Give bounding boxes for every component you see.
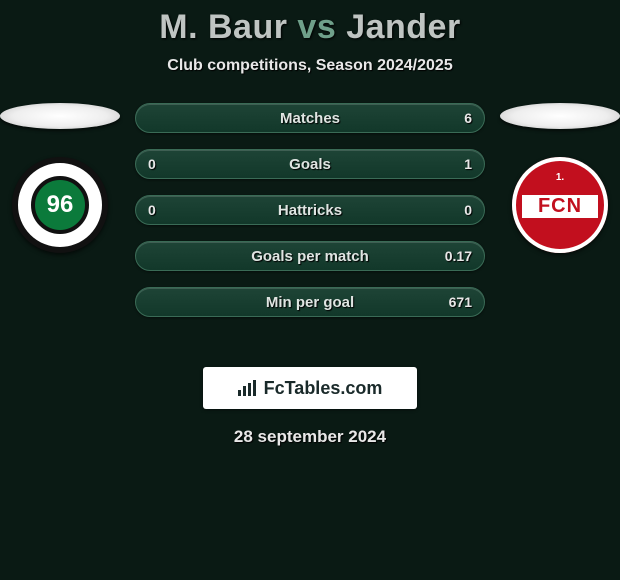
stat-row: Goals per match 0.17 — [135, 241, 485, 271]
disc-icon — [0, 103, 120, 129]
stat-right-value: 0 — [464, 196, 472, 224]
stat-right-value: 0.17 — [445, 242, 472, 270]
date-label: 28 september 2024 — [0, 427, 620, 447]
stat-row: 0 Goals 1 — [135, 149, 485, 179]
branding-text: FcTables.com — [264, 378, 383, 399]
player2-name: Jander — [346, 8, 461, 46]
vs-label: vs — [297, 8, 336, 46]
subtitle: Club competitions, Season 2024/2025 — [0, 57, 620, 75]
stat-label: Matches — [280, 110, 340, 127]
bar-chart-icon — [238, 380, 258, 396]
stat-right-value: 671 — [449, 288, 472, 316]
stat-right-value: 1 — [464, 150, 472, 178]
page-title: M. Baur vs Jander — [0, 0, 620, 47]
club-left-badge-text: 96 — [31, 176, 90, 235]
club-left-crest: 96 — [12, 157, 108, 253]
branding-link[interactable]: FcTables.com — [203, 367, 417, 409]
stats-arena: 96 1. FCN Matches 6 0 Goals 1 0 Hat — [0, 103, 620, 353]
stat-row: Min per goal 671 — [135, 287, 485, 317]
stat-label: Goals per match — [251, 248, 369, 265]
club-right-crest: 1. FCN — [512, 157, 608, 253]
comparison-card: M. Baur vs Jander Club competitions, Sea… — [0, 0, 620, 580]
stat-row: Matches 6 — [135, 103, 485, 133]
stat-row: 0 Hattricks 0 — [135, 195, 485, 225]
stat-rows: Matches 6 0 Goals 1 0 Hattricks 0 Goals … — [135, 103, 485, 333]
club-right-tiny: 1. — [556, 172, 564, 183]
stat-label: Hattricks — [278, 202, 342, 219]
stat-left-value: 0 — [148, 196, 156, 224]
stat-label: Goals — [289, 156, 331, 173]
player1-name: M. Baur — [159, 8, 287, 46]
stat-left-value: 0 — [148, 150, 156, 178]
club-right: 1. FCN — [500, 103, 620, 253]
stat-right-value: 6 — [464, 104, 472, 132]
club-left: 96 — [0, 103, 120, 253]
disc-icon — [500, 103, 620, 129]
stat-label: Min per goal — [266, 294, 354, 311]
club-right-badge-text: FCN — [522, 195, 599, 218]
